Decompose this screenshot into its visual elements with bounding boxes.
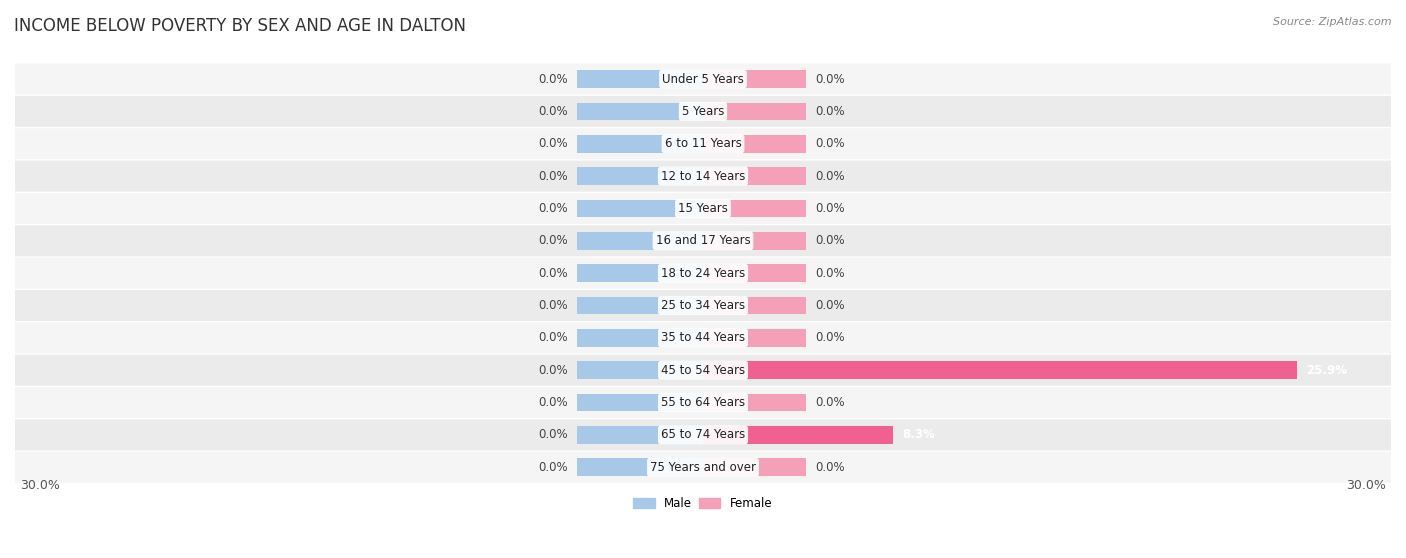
Text: 25 to 34 Years: 25 to 34 Years (661, 299, 745, 312)
Bar (576, 200, 703, 217)
FancyBboxPatch shape (15, 323, 1391, 353)
Text: 30.0%: 30.0% (20, 479, 59, 493)
Text: 0.0%: 0.0% (538, 73, 568, 85)
FancyBboxPatch shape (15, 290, 1391, 321)
Text: 0.0%: 0.0% (815, 299, 845, 312)
Text: 0.0%: 0.0% (815, 461, 845, 474)
FancyBboxPatch shape (15, 128, 1391, 159)
Text: 0.0%: 0.0% (538, 396, 568, 409)
Text: 30.0%: 30.0% (1347, 479, 1386, 493)
Text: 16 and 17 Years: 16 and 17 Years (655, 234, 751, 247)
FancyBboxPatch shape (15, 420, 1391, 450)
Text: 0.0%: 0.0% (538, 299, 568, 312)
Text: 0.0%: 0.0% (815, 267, 845, 280)
Bar (703, 103, 806, 121)
Text: 0.0%: 0.0% (815, 170, 845, 182)
FancyBboxPatch shape (15, 96, 1391, 127)
Text: 0.0%: 0.0% (815, 234, 845, 247)
Legend: Male, Female: Male, Female (628, 493, 778, 515)
Bar (576, 393, 703, 411)
Text: 0.0%: 0.0% (815, 105, 845, 118)
Bar (576, 70, 703, 88)
Text: 0.0%: 0.0% (538, 429, 568, 441)
Text: 0.0%: 0.0% (538, 461, 568, 474)
Text: 35 to 44 Years: 35 to 44 Years (661, 331, 745, 344)
Text: 25.9%: 25.9% (1306, 364, 1347, 377)
Bar (703, 329, 806, 347)
Bar (703, 264, 806, 282)
Text: 0.0%: 0.0% (538, 202, 568, 215)
Text: 15 Years: 15 Years (678, 202, 728, 215)
Text: 8.3%: 8.3% (903, 429, 935, 441)
Text: INCOME BELOW POVERTY BY SEX AND AGE IN DALTON: INCOME BELOW POVERTY BY SEX AND AGE IN D… (14, 17, 465, 35)
FancyBboxPatch shape (15, 64, 1391, 94)
Text: 0.0%: 0.0% (815, 396, 845, 409)
Bar (576, 458, 703, 476)
Bar (576, 135, 703, 153)
Text: 0.0%: 0.0% (538, 105, 568, 118)
FancyBboxPatch shape (15, 451, 1391, 483)
Bar (703, 135, 806, 153)
Text: 0.0%: 0.0% (815, 331, 845, 344)
FancyBboxPatch shape (15, 225, 1391, 256)
Bar (703, 361, 1296, 379)
Bar (703, 426, 893, 444)
Bar (703, 232, 806, 249)
Text: Source: ZipAtlas.com: Source: ZipAtlas.com (1274, 17, 1392, 27)
Bar (576, 103, 703, 121)
Bar (576, 297, 703, 314)
Bar (703, 458, 806, 476)
Bar (576, 264, 703, 282)
Text: 12 to 14 Years: 12 to 14 Years (661, 170, 745, 182)
Text: 5 Years: 5 Years (682, 105, 724, 118)
Text: 18 to 24 Years: 18 to 24 Years (661, 267, 745, 280)
Text: 0.0%: 0.0% (538, 170, 568, 182)
Bar (703, 167, 806, 185)
Text: 6 to 11 Years: 6 to 11 Years (665, 137, 741, 150)
Text: 0.0%: 0.0% (538, 364, 568, 377)
Bar (576, 361, 703, 379)
Text: 75 Years and over: 75 Years and over (650, 461, 756, 474)
FancyBboxPatch shape (15, 355, 1391, 386)
Bar (703, 200, 806, 217)
Text: 0.0%: 0.0% (538, 267, 568, 280)
Text: 0.0%: 0.0% (815, 202, 845, 215)
Bar (703, 297, 806, 314)
Text: 0.0%: 0.0% (815, 73, 845, 85)
Bar (703, 70, 806, 88)
Text: 0.0%: 0.0% (538, 234, 568, 247)
Text: Under 5 Years: Under 5 Years (662, 73, 744, 85)
Text: 55 to 64 Years: 55 to 64 Years (661, 396, 745, 409)
Text: 45 to 54 Years: 45 to 54 Years (661, 364, 745, 377)
Text: 0.0%: 0.0% (538, 331, 568, 344)
Bar (576, 232, 703, 249)
Bar (576, 426, 703, 444)
Bar (576, 167, 703, 185)
Bar (576, 329, 703, 347)
FancyBboxPatch shape (15, 193, 1391, 224)
Bar (703, 393, 806, 411)
Text: 0.0%: 0.0% (538, 137, 568, 150)
FancyBboxPatch shape (15, 161, 1391, 191)
FancyBboxPatch shape (15, 387, 1391, 418)
Text: 65 to 74 Years: 65 to 74 Years (661, 429, 745, 441)
FancyBboxPatch shape (15, 258, 1391, 288)
Text: 0.0%: 0.0% (815, 137, 845, 150)
